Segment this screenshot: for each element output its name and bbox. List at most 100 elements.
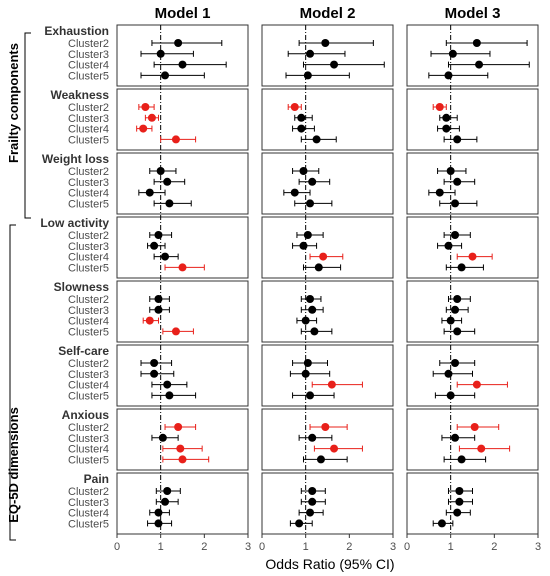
- estimate-point: [297, 113, 306, 122]
- estimate-point: [472, 380, 481, 389]
- estimate-mark: [162, 444, 203, 453]
- estimate-mark: [153, 252, 179, 261]
- estimate-point: [306, 508, 315, 517]
- estimate-mark: [443, 231, 471, 239]
- row-label: Cluster2: [68, 166, 109, 178]
- estimate-mark: [140, 49, 194, 58]
- estimate-mark: [136, 124, 153, 133]
- estimate-mark: [287, 103, 302, 111]
- estimate-mark: [151, 380, 188, 389]
- estimate-point: [303, 231, 312, 239]
- estimate-mark: [294, 113, 313, 122]
- estimate-mark: [439, 199, 478, 208]
- estimate-point: [301, 369, 310, 378]
- estimate-mark: [292, 359, 328, 367]
- estimate-point: [451, 433, 460, 442]
- estimate-mark: [437, 241, 463, 250]
- row-label: Cluster2: [68, 358, 109, 370]
- estimate-point: [308, 177, 317, 186]
- estimate-mark: [147, 241, 166, 250]
- estimate-mark: [445, 305, 469, 314]
- row-label: Cluster3: [68, 113, 109, 125]
- estimate-point: [446, 167, 455, 175]
- estimate-mark: [164, 263, 205, 272]
- estimate-point: [290, 103, 299, 111]
- panel-2: Model 2 0 1 2 3: [259, 5, 396, 553]
- estimate-mark: [443, 455, 487, 464]
- estimate-mark: [300, 327, 333, 336]
- row-label: Cluster4: [68, 188, 109, 200]
- estimate-mark: [149, 305, 170, 314]
- estimate-point: [165, 199, 174, 208]
- group-label: Anxious: [62, 408, 110, 422]
- estimate-mark: [153, 199, 192, 208]
- estimate-mark: [456, 252, 493, 261]
- row-label: Cluster5: [68, 518, 109, 530]
- estimate-point: [150, 241, 159, 250]
- estimate-mark: [298, 177, 331, 186]
- x-tick-label: 0: [259, 541, 265, 553]
- panel-3: Model 3 0 1 2 3: [404, 5, 541, 553]
- estimate-point: [163, 487, 172, 495]
- estimate-mark: [443, 327, 476, 336]
- group-label: Slowness: [54, 280, 110, 294]
- estimate-point: [321, 39, 330, 47]
- estimate-mark: [155, 487, 181, 495]
- x-tick-label: 2: [346, 541, 352, 553]
- estimate-point: [154, 295, 163, 303]
- estimate-mark: [292, 241, 318, 250]
- estimate-mark: [430, 49, 491, 58]
- estimate-point: [178, 60, 187, 69]
- estimate-point: [316, 455, 325, 464]
- estimate-point: [321, 423, 330, 431]
- estimate-point: [468, 252, 477, 261]
- estimate-mark: [443, 135, 478, 144]
- estimate-mark: [289, 369, 331, 378]
- x-tick-label: 3: [535, 541, 541, 553]
- estimate-mark: [432, 369, 473, 378]
- estimate-point: [327, 380, 336, 389]
- estimate-mark: [309, 423, 348, 431]
- group-box: [116, 344, 249, 407]
- estimate-mark: [140, 359, 173, 367]
- estimate-point: [314, 263, 323, 272]
- group-box: [261, 344, 394, 407]
- group-box: [261, 408, 394, 471]
- group-box: [116, 472, 249, 535]
- estimate-point: [306, 295, 315, 303]
- group-box: [116, 88, 249, 151]
- group-label: Weight loss: [42, 152, 109, 166]
- estimate-mark: [445, 39, 528, 47]
- bracket-line: [9, 224, 16, 541]
- estimate-point: [453, 508, 462, 517]
- estimate-mark: [149, 295, 170, 303]
- estimate-point: [435, 103, 444, 111]
- group-label: Weakness: [51, 88, 110, 102]
- estimate-point: [154, 231, 163, 239]
- estimate-point: [319, 252, 328, 261]
- estimate-point: [176, 444, 185, 453]
- estimate-point: [306, 391, 315, 400]
- estimate-mark: [445, 263, 484, 272]
- estimate-mark: [428, 71, 489, 80]
- estimate-point: [297, 124, 306, 133]
- estimate-point: [435, 188, 444, 197]
- group-box: [406, 88, 539, 151]
- estimate-mark: [298, 508, 324, 517]
- row-label: Cluster3: [68, 177, 109, 189]
- group-label: Exhaustion: [44, 24, 109, 38]
- group-box: [261, 216, 394, 279]
- estimate-mark: [289, 519, 313, 528]
- estimate-point: [306, 199, 315, 208]
- estimate-point: [171, 135, 180, 144]
- estimate-point: [453, 135, 462, 144]
- estimate-point: [444, 369, 453, 378]
- estimate-mark: [138, 103, 155, 111]
- estimate-point: [442, 113, 451, 122]
- row-label: Cluster4: [68, 316, 109, 328]
- estimate-mark: [153, 60, 227, 69]
- x-tick-label: 1: [448, 541, 454, 553]
- estimate-point: [178, 263, 187, 272]
- estimate-mark: [447, 295, 471, 303]
